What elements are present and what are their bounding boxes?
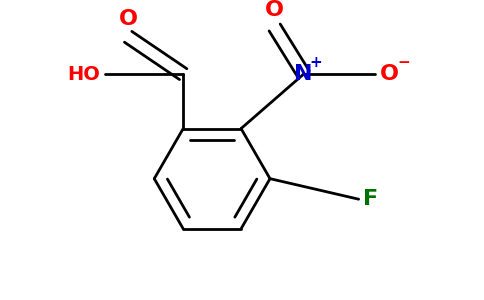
- Text: O: O: [380, 64, 399, 84]
- Text: O: O: [265, 0, 284, 20]
- Text: +: +: [309, 55, 322, 70]
- Text: HO: HO: [67, 64, 100, 84]
- Text: O: O: [119, 9, 137, 29]
- Text: F: F: [363, 189, 378, 209]
- Text: N: N: [294, 64, 313, 84]
- Text: −: −: [397, 55, 410, 70]
